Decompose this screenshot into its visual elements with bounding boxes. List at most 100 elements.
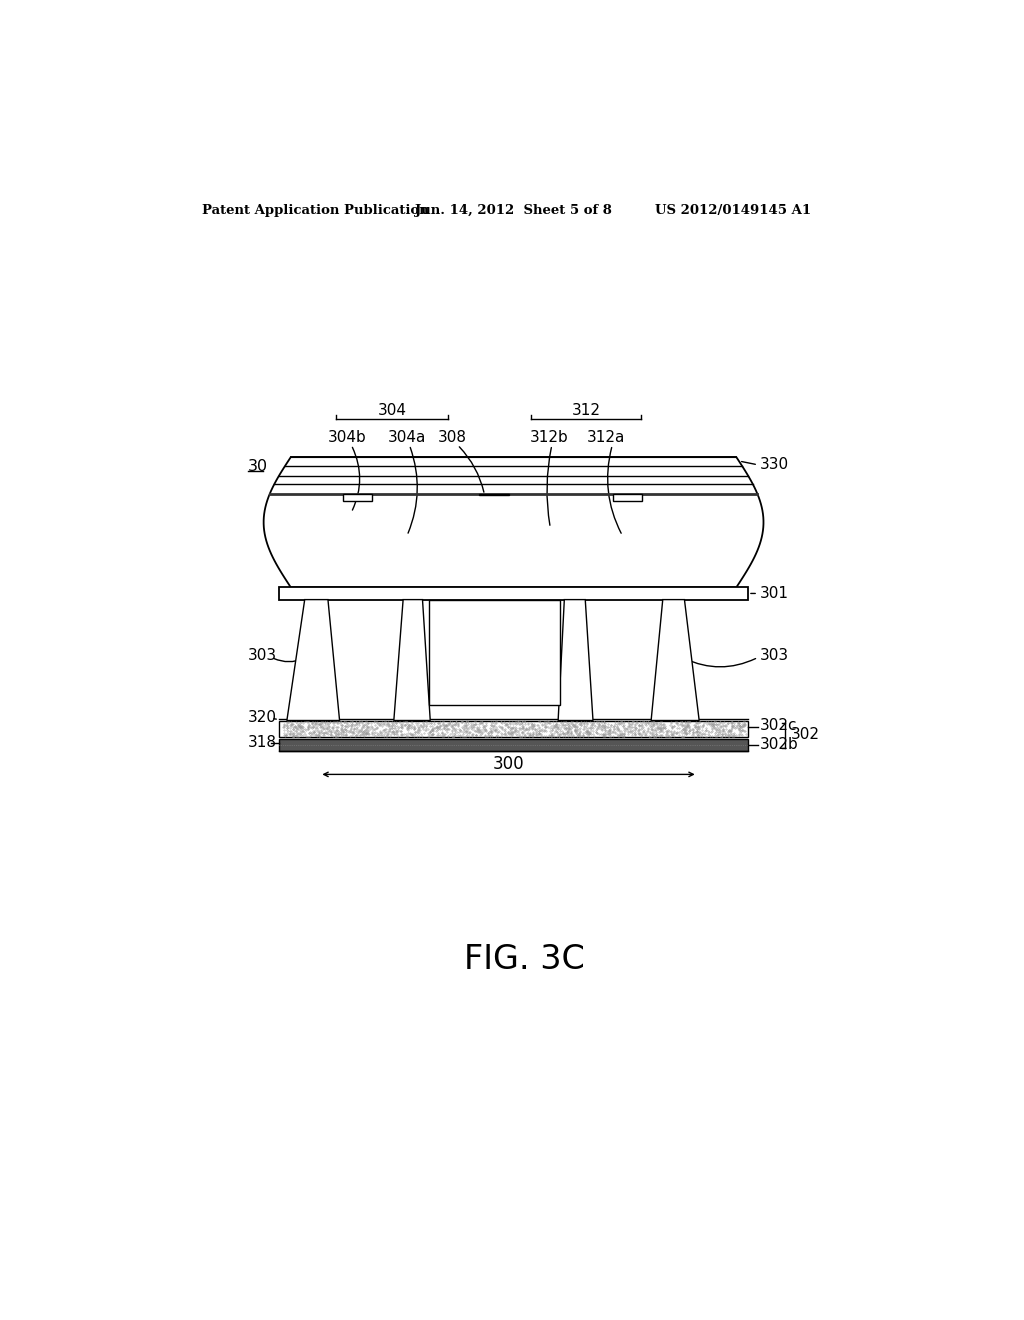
Point bbox=[449, 711, 465, 733]
Point bbox=[527, 723, 544, 744]
Point bbox=[666, 715, 682, 737]
Point bbox=[567, 722, 584, 743]
Point bbox=[422, 721, 438, 742]
Point bbox=[289, 725, 305, 746]
Point bbox=[436, 717, 453, 738]
Point bbox=[675, 718, 691, 739]
Point bbox=[731, 713, 748, 734]
Point bbox=[677, 721, 693, 742]
Point bbox=[525, 717, 542, 738]
Point bbox=[302, 725, 318, 746]
Point bbox=[307, 725, 324, 746]
Point bbox=[444, 714, 461, 735]
Point bbox=[410, 717, 426, 738]
Point bbox=[503, 723, 519, 744]
Point bbox=[287, 715, 303, 737]
Point bbox=[318, 711, 335, 733]
Point bbox=[352, 711, 369, 733]
Point bbox=[409, 725, 425, 746]
Point bbox=[549, 722, 565, 743]
Point bbox=[532, 726, 549, 747]
Point bbox=[702, 721, 719, 742]
Point bbox=[458, 711, 474, 733]
Point bbox=[368, 717, 384, 738]
Point bbox=[555, 726, 571, 747]
Point bbox=[482, 721, 499, 742]
Point bbox=[507, 719, 523, 741]
Point bbox=[316, 711, 333, 733]
Point bbox=[720, 722, 736, 743]
Point bbox=[515, 715, 531, 737]
Point bbox=[285, 723, 301, 744]
Point bbox=[582, 722, 598, 743]
Point bbox=[418, 715, 434, 737]
Text: 312a: 312a bbox=[587, 429, 626, 445]
Point bbox=[669, 713, 685, 734]
Point bbox=[736, 714, 753, 735]
Point bbox=[504, 718, 520, 739]
Point bbox=[646, 719, 663, 741]
Point bbox=[647, 713, 664, 734]
Point bbox=[450, 715, 466, 737]
Point bbox=[712, 715, 728, 737]
Point bbox=[464, 723, 480, 744]
Point bbox=[528, 725, 545, 746]
Point bbox=[557, 718, 573, 739]
Point bbox=[480, 725, 497, 746]
Point bbox=[571, 713, 588, 734]
Point bbox=[648, 725, 665, 746]
Point bbox=[309, 725, 326, 746]
Text: 312b: 312b bbox=[529, 429, 568, 445]
Point bbox=[431, 725, 447, 746]
Point bbox=[384, 711, 400, 733]
Point bbox=[537, 717, 553, 738]
Point bbox=[367, 710, 383, 731]
Point bbox=[275, 714, 292, 735]
Polygon shape bbox=[263, 457, 764, 587]
Point bbox=[665, 717, 681, 738]
Point bbox=[726, 717, 742, 738]
Point bbox=[703, 714, 720, 735]
Point bbox=[323, 725, 339, 746]
Point bbox=[522, 711, 539, 733]
Point bbox=[531, 719, 548, 741]
Point bbox=[322, 723, 338, 744]
Point bbox=[393, 717, 410, 738]
Point bbox=[343, 718, 359, 739]
Point bbox=[561, 714, 578, 735]
Point bbox=[649, 718, 666, 739]
Point bbox=[731, 717, 748, 738]
Point bbox=[374, 722, 390, 743]
Point bbox=[418, 719, 434, 741]
Point bbox=[695, 715, 712, 737]
Point bbox=[681, 711, 697, 733]
Point bbox=[447, 719, 464, 741]
Point bbox=[534, 719, 550, 741]
Point bbox=[436, 715, 453, 737]
Point bbox=[488, 718, 505, 739]
Point bbox=[444, 726, 461, 747]
Point bbox=[295, 717, 311, 738]
Point bbox=[416, 714, 432, 735]
Point bbox=[640, 721, 656, 742]
Point bbox=[304, 721, 321, 742]
Point bbox=[432, 711, 449, 733]
Point bbox=[321, 714, 337, 735]
Point bbox=[562, 711, 579, 733]
Point bbox=[550, 717, 566, 738]
Point bbox=[550, 726, 566, 747]
Point bbox=[303, 713, 319, 734]
Point bbox=[337, 715, 353, 737]
Point bbox=[280, 711, 296, 733]
Point bbox=[348, 714, 365, 735]
Point bbox=[484, 721, 501, 742]
Point bbox=[310, 725, 327, 746]
Point bbox=[647, 723, 664, 744]
Point bbox=[471, 721, 487, 742]
Point bbox=[563, 723, 580, 744]
Point bbox=[521, 718, 538, 739]
Point bbox=[456, 719, 472, 741]
Point bbox=[634, 723, 650, 744]
Point bbox=[635, 717, 651, 738]
Point bbox=[468, 725, 484, 746]
